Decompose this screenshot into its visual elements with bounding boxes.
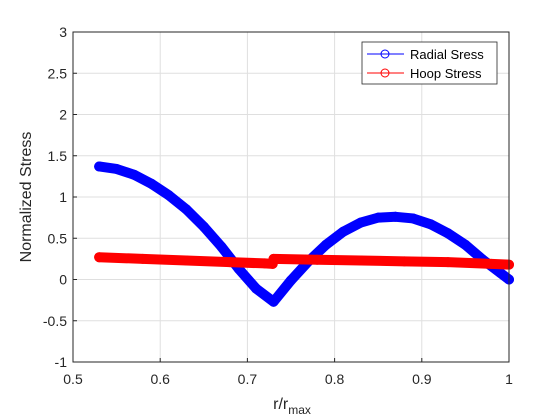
radial-sress-point xyxy=(163,190,174,201)
x-axis-label-main: r/r xyxy=(273,396,289,413)
y-tick-label: 2 xyxy=(59,107,67,123)
x-tick-label: 0.5 xyxy=(63,371,83,387)
radial-sress-point xyxy=(94,161,105,172)
radial-sress-point xyxy=(460,239,471,250)
hoop-stress-point xyxy=(181,255,192,266)
radial-sress-point xyxy=(286,275,296,286)
x-axis-label-sub: max xyxy=(288,403,311,417)
radial-sress-point xyxy=(111,163,122,174)
radial-sress-point xyxy=(390,211,401,222)
legend-label-radial: Radial Sress xyxy=(410,47,484,62)
y-tick-label: -1 xyxy=(55,354,68,370)
hoop-stress-point xyxy=(355,255,366,266)
radial-sress-point xyxy=(268,296,279,307)
radial-sress-point xyxy=(146,178,157,189)
hoop-stress-point xyxy=(137,253,148,264)
radial-sress-point xyxy=(408,213,419,224)
hoop-stress-point xyxy=(399,256,410,267)
x-tick-label: 0.9 xyxy=(412,371,432,387)
hoop-stress-point xyxy=(486,258,497,269)
radial-sress-point xyxy=(181,204,192,215)
hoop-stress-point xyxy=(312,254,323,265)
x-axis-label: r/rmax xyxy=(273,396,311,417)
series-layer xyxy=(94,161,514,307)
legend-marker-radial xyxy=(380,49,390,59)
hoop-stress-point xyxy=(94,252,105,263)
radial-sress-point xyxy=(216,241,227,252)
legend-marker-hoop xyxy=(380,68,390,78)
y-axis-label: Normalized Stress xyxy=(18,132,35,263)
radial-sress-point xyxy=(338,226,349,237)
radial-sress-point xyxy=(355,217,366,228)
hoop-stress-point xyxy=(442,257,453,268)
radial-sress-point xyxy=(129,169,140,180)
radial-sress-point xyxy=(495,267,506,278)
radial-sress-point xyxy=(425,219,436,230)
radial-sress-point xyxy=(373,212,384,223)
x-tick-label: 1 xyxy=(505,371,513,387)
y-tick-label: -0.5 xyxy=(43,313,67,329)
tick-labels: 0.5 0.6 0.7 0.8 0.9 1 -1 -0.5 0 0.5 1 1.5 2 2.5 3 xyxy=(43,24,513,387)
x-tick-label: 0.8 xyxy=(325,371,345,387)
y-tick-label: 1 xyxy=(59,189,67,205)
x-tick-label: 0.6 xyxy=(150,371,170,387)
y-tick-label: 1.5 xyxy=(48,148,68,164)
tick-marks xyxy=(72,31,510,363)
hoop-stress-point xyxy=(268,253,279,264)
hoop-stress-point xyxy=(224,257,235,268)
y-tick-label: 2.5 xyxy=(48,65,68,81)
x-tick-label: 0.7 xyxy=(238,371,258,387)
legend: Radial Sress Hoop Stress xyxy=(361,41,498,85)
y-tick-label: 3 xyxy=(59,24,67,40)
radial-sress-point xyxy=(198,221,209,232)
y-tick-label: 0 xyxy=(59,272,67,288)
radial-sress-point xyxy=(442,228,453,239)
radial-sress-point xyxy=(320,239,331,250)
legend-label-hoop: Hoop Stress xyxy=(410,66,482,81)
y-tick-label: 0.5 xyxy=(48,230,68,246)
radial-sress-point xyxy=(251,283,262,294)
